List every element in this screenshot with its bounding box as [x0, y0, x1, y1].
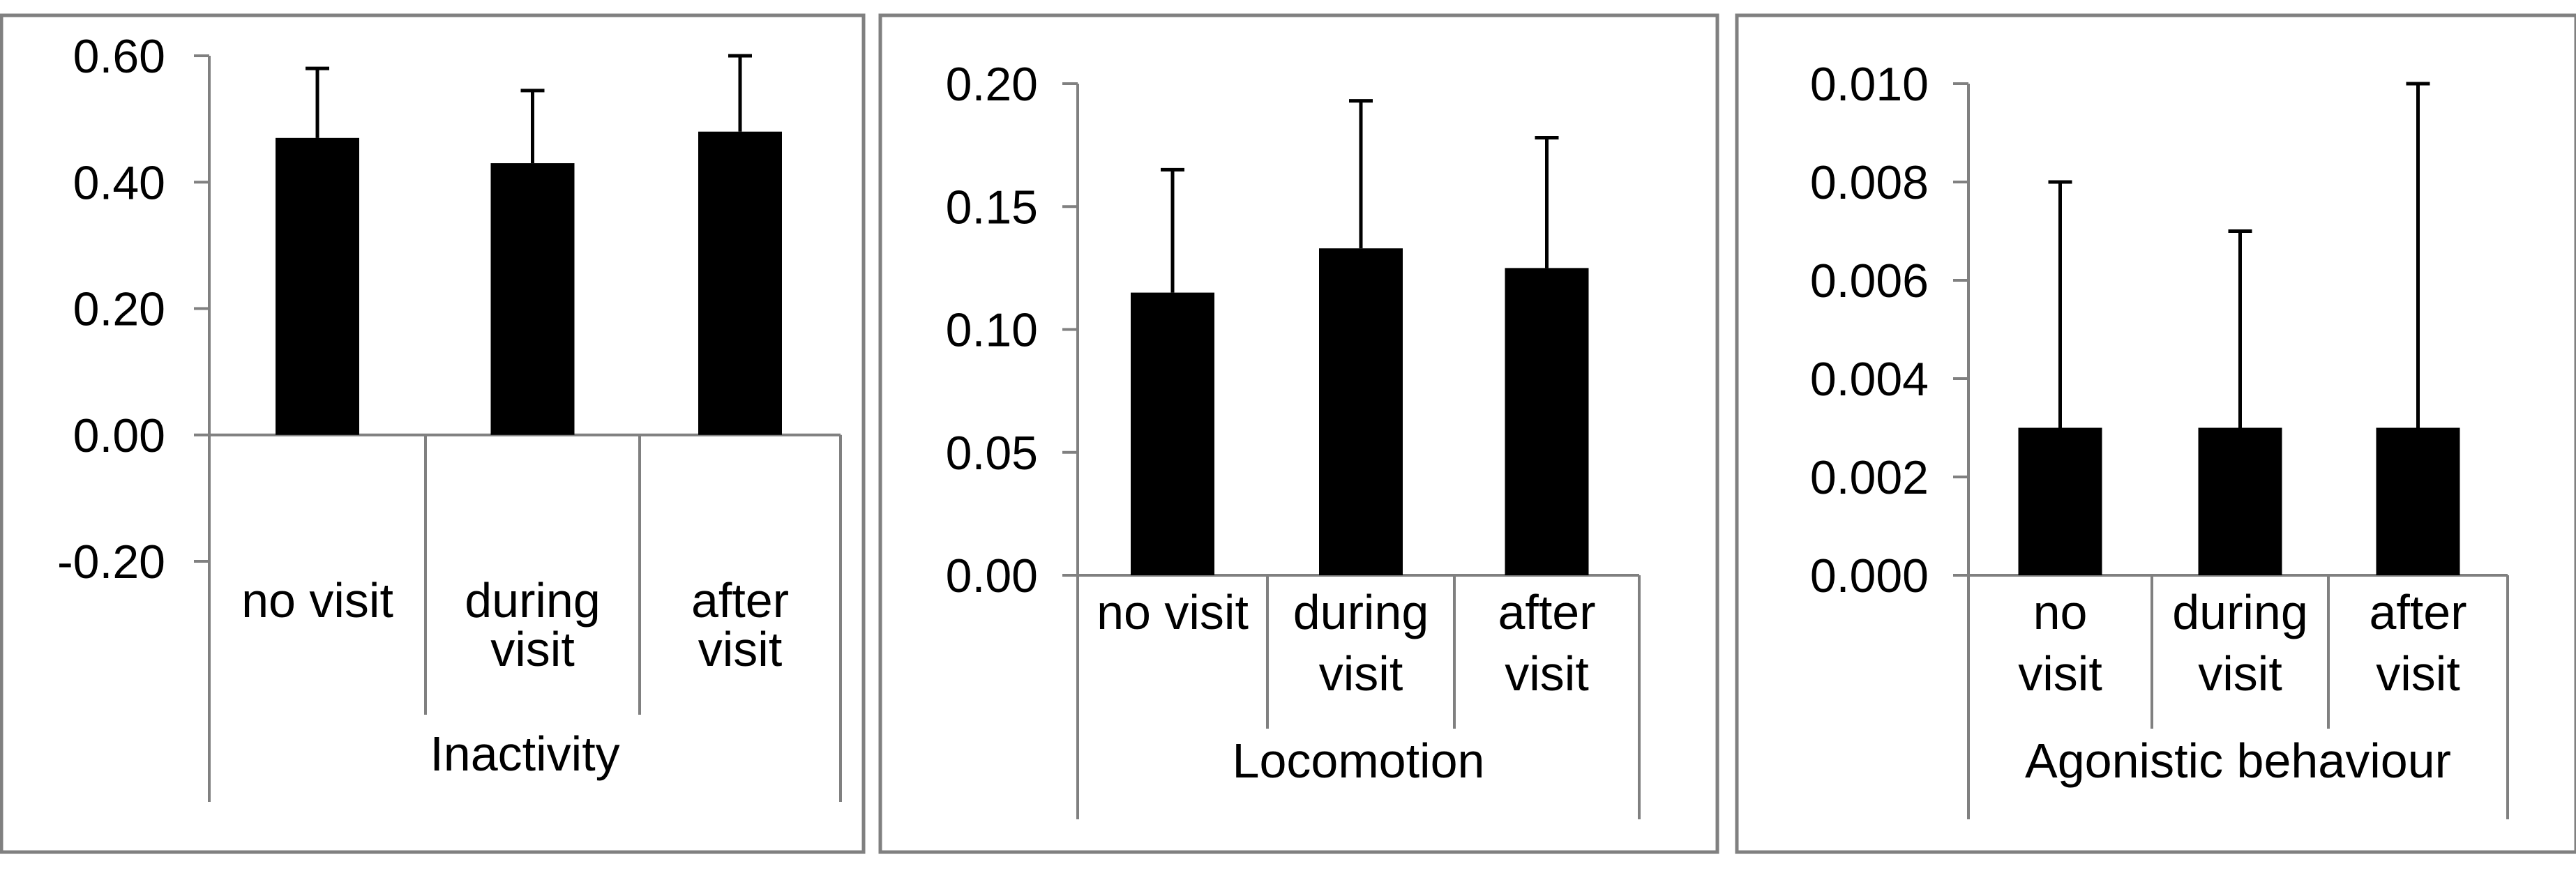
- y-tick-label: 0.002: [1810, 451, 1929, 504]
- x-category-label: after: [1498, 585, 1595, 639]
- y-tick-label: 0.40: [73, 156, 165, 209]
- bar: [2376, 427, 2460, 575]
- x-axis-label: Inactivity: [430, 727, 619, 781]
- bar: [2018, 427, 2102, 575]
- y-tick-label: 0.008: [1810, 156, 1929, 209]
- x-axis-label: Agonistic behaviour: [2025, 734, 2451, 788]
- y-tick-label: 0.15: [946, 181, 1038, 234]
- panel-frame: [878, 13, 1719, 854]
- x-category-label: visit: [1319, 646, 1403, 701]
- bar: [276, 137, 359, 435]
- y-tick-label: 0.10: [946, 304, 1038, 357]
- y-tick-label: 0.000: [1810, 549, 1929, 602]
- y-tick-label: 0.60: [73, 30, 165, 83]
- x-category-label: after: [691, 573, 789, 628]
- x-category-label: after: [2369, 585, 2466, 639]
- x-category-label: visit: [2376, 646, 2460, 701]
- y-tick-label: 0.20: [946, 58, 1038, 111]
- x-category-label: visit: [698, 622, 783, 676]
- x-category-label: no visit: [241, 573, 393, 628]
- y-tick-label: 0.00: [73, 409, 165, 462]
- bar: [698, 131, 782, 435]
- x-category-label: during: [2172, 585, 2308, 639]
- bar: [490, 163, 575, 435]
- x-category-label: no visit: [1097, 585, 1249, 639]
- x-category-label: visit: [2018, 646, 2102, 701]
- x-category-label: visit: [1505, 646, 1589, 701]
- bar: [2198, 427, 2282, 575]
- panel-frame: [1735, 13, 2576, 854]
- bar: [1319, 248, 1403, 575]
- x-category-label: visit: [490, 622, 575, 676]
- y-tick-label: 0.00: [946, 549, 1038, 602]
- x-category-label: visit: [2198, 646, 2282, 701]
- bar: [1505, 268, 1589, 575]
- x-category-label: during: [465, 573, 601, 628]
- bar: [1131, 292, 1214, 575]
- x-category-label: during: [1293, 585, 1429, 639]
- y-tick-label: 0.010: [1810, 58, 1929, 111]
- y-tick-label: 0.004: [1810, 353, 1929, 406]
- y-tick-label: 0.05: [946, 427, 1038, 480]
- y-tick-label: -0.20: [57, 536, 165, 589]
- x-axis-label: Locomotion: [1233, 734, 1485, 788]
- x-category-label: no: [2033, 585, 2088, 639]
- y-tick-label: 0.20: [73, 283, 165, 336]
- panel-frame: [0, 13, 866, 854]
- y-tick-label: 0.006: [1810, 255, 1929, 308]
